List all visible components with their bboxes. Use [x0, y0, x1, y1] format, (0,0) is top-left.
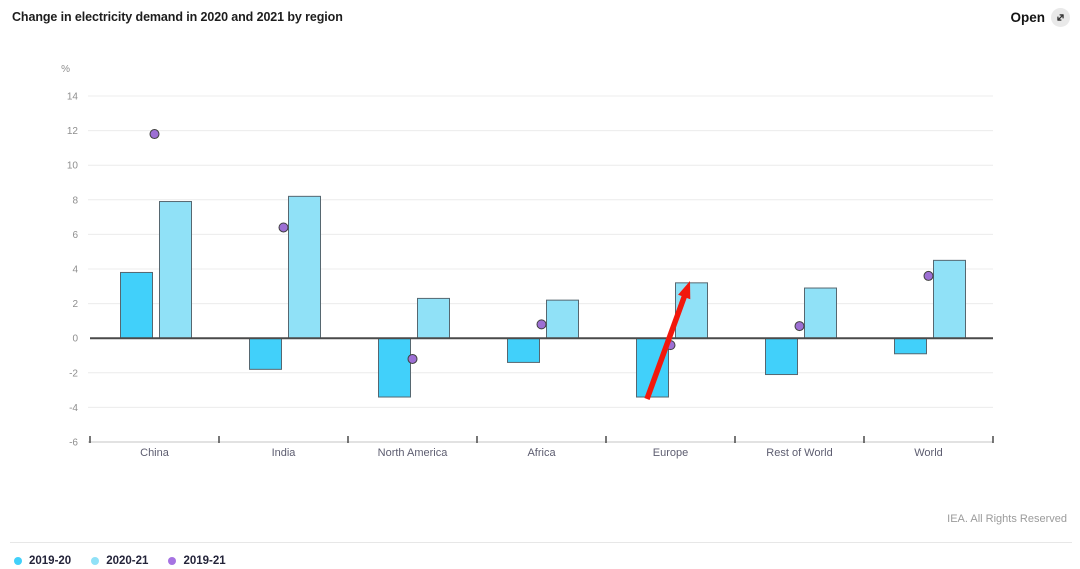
bar-2020-21-india[interactable]	[288, 195, 321, 339]
legend-dot-icon	[168, 557, 177, 565]
annotation-arrow-head	[678, 281, 691, 300]
legend-divider	[10, 542, 1072, 543]
point-2019-21-africa[interactable]	[536, 319, 547, 330]
y-tick-label: -6	[69, 438, 78, 449]
legend-item-2020-21[interactable]: 2020-21	[91, 555, 148, 567]
attribution-text: IEA. All Rights Reserved	[947, 513, 1067, 525]
bar-2019-20-north-america[interactable]	[378, 337, 411, 398]
bar-2020-21-china[interactable]	[159, 201, 192, 339]
y-tick-label: 0	[72, 334, 78, 345]
chart-canvas: % 14 12 10 8 6 4 2 0 -2 -4 -6 China India North Americ…	[61, 64, 994, 459]
legend-label: 2020-21	[106, 555, 149, 567]
chart-title: Change in electricity demand in 2020 and…	[12, 10, 343, 24]
open-button-label: Open	[1010, 10, 1045, 25]
point-2019-21-china[interactable]	[149, 129, 160, 140]
point-2019-21-india[interactable]	[278, 222, 289, 233]
bar-2019-20-china[interactable]	[120, 271, 153, 339]
annotation-arrow-shaft	[644, 292, 689, 400]
bar-2019-20-rest-of-world[interactable]	[765, 337, 798, 376]
x-tick-label-china: China	[140, 447, 170, 459]
bar-2019-20-africa[interactable]	[507, 337, 540, 363]
legend-label: 2019-21	[183, 555, 226, 567]
legend-item-2019-20[interactable]: 2019-20	[14, 555, 71, 567]
x-tick-label-rest-of-world: Rest of World	[766, 447, 832, 459]
legend-dot-icon	[14, 557, 22, 565]
bar-2019-20-world[interactable]	[894, 337, 927, 355]
y-tick-label: 14	[67, 92, 79, 103]
y-tick-label: 4	[72, 265, 78, 276]
bar-2020-21-north-america[interactable]	[417, 297, 450, 339]
y-tick-label: 2	[72, 299, 78, 310]
x-tick-label-north-america: North America	[378, 447, 449, 459]
open-button[interactable]: Open	[1010, 8, 1070, 27]
bar-2020-21-world[interactable]	[933, 259, 966, 339]
y-tick-label: 12	[67, 126, 79, 137]
legend-item-2019-21[interactable]: 2019-21	[168, 555, 226, 567]
bar-2020-21-africa[interactable]	[546, 299, 579, 339]
x-tick-label-europe: Europe	[653, 447, 688, 459]
legend-dot-icon	[91, 557, 100, 565]
point-2019-21-rest-of-world[interactable]	[794, 321, 805, 332]
y-tick-label: 10	[67, 161, 79, 172]
y-tick-label: 6	[72, 230, 78, 241]
legend-label: 2019-20	[29, 555, 72, 567]
chart-legend: 2019-20 2020-21 2019-21	[14, 555, 226, 567]
y-axis-unit-label: %	[61, 64, 70, 75]
y-tick-label: 8	[72, 195, 78, 206]
x-tick-label-india: India	[272, 447, 297, 459]
bar-2019-20-india[interactable]	[249, 337, 282, 370]
point-2019-21-north-america[interactable]	[407, 353, 418, 364]
y-tick-label: -4	[69, 403, 78, 414]
expand-icon	[1051, 8, 1070, 27]
point-2019-21-world[interactable]	[923, 270, 934, 281]
bar-2020-21-rest-of-world[interactable]	[804, 287, 837, 339]
y-tick-label: -2	[69, 368, 78, 379]
x-tick-label-world: World	[914, 447, 943, 459]
x-tick-label-africa: Africa	[527, 447, 556, 459]
